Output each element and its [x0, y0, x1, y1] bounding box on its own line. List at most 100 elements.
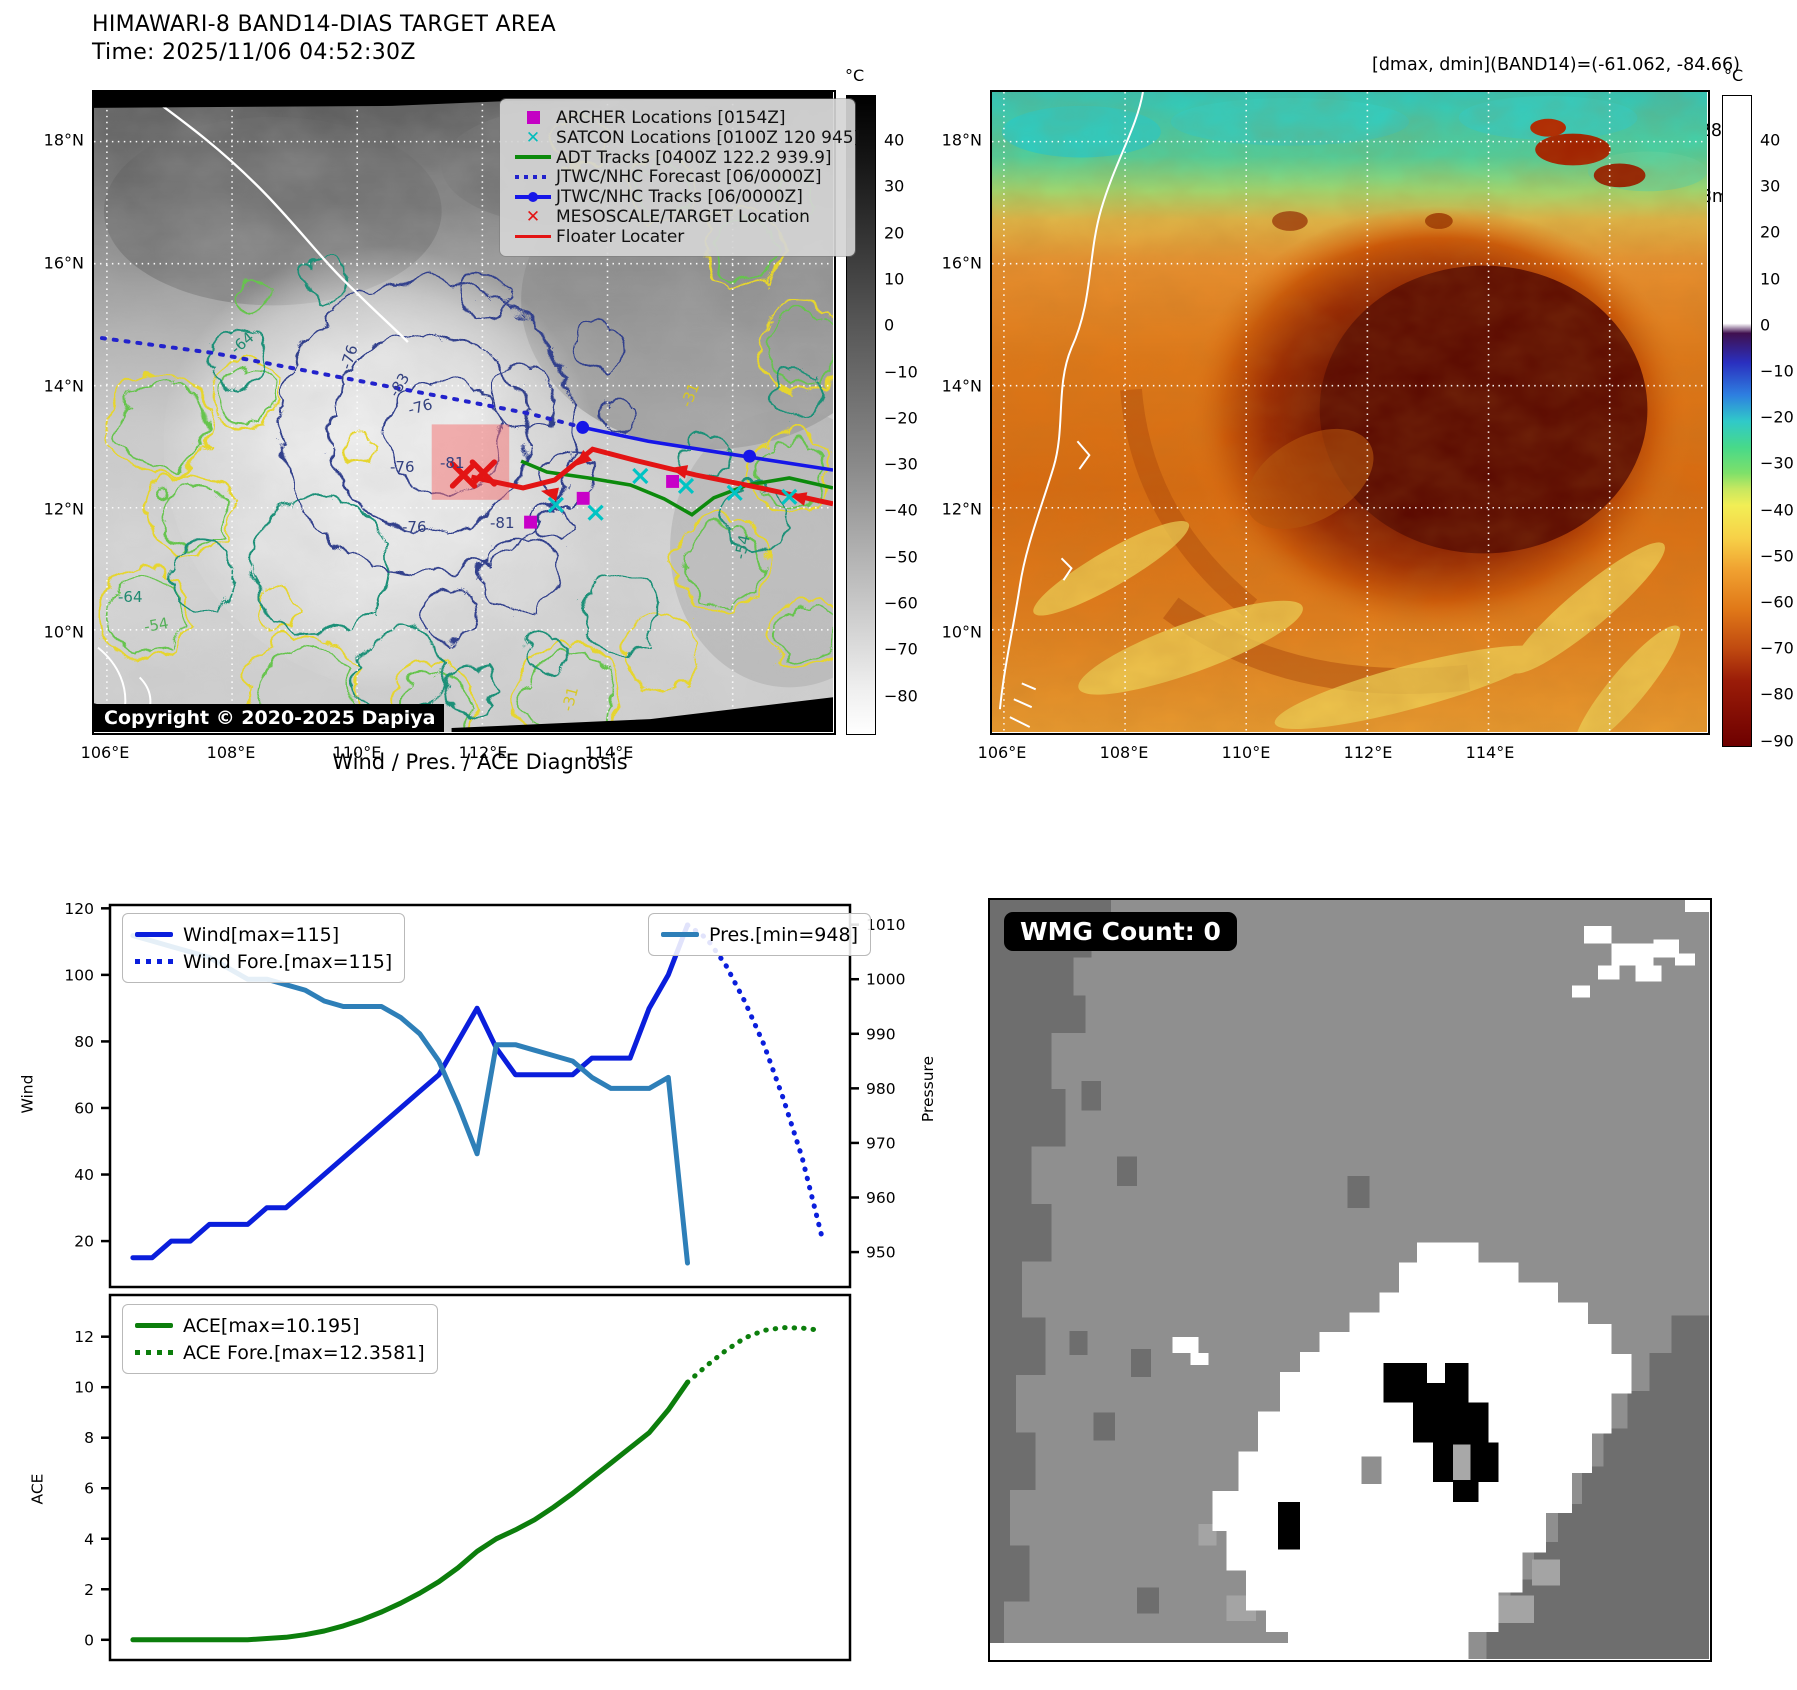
axis-tick-label: 10°N	[941, 622, 982, 642]
contours-navy	[273, 267, 630, 639]
svg-text:60: 60	[74, 1099, 94, 1117]
pressure-axis-title: Pressure	[919, 1055, 938, 1123]
svg-text:10: 10	[74, 1379, 94, 1397]
wind-line-icon	[135, 932, 183, 937]
wmg-white-regions	[990, 900, 1709, 1659]
awv-coastline	[998, 92, 1144, 728]
ace-forecast-line-icon	[135, 1350, 183, 1355]
ace-line-icon	[135, 1323, 183, 1328]
legend-item: ADT Tracks [0400Z 122.2 939.9]	[510, 148, 843, 168]
wind-forecast-line-icon	[135, 959, 183, 964]
svg-text:1000: 1000	[866, 971, 905, 989]
contours-teal	[162, 247, 815, 715]
axis-tick-label: −80	[1760, 684, 1794, 704]
wind-legend: Wind[max=115] Wind Fore.[max=115]	[122, 913, 406, 983]
svg-text:2: 2	[84, 1581, 94, 1599]
svg-text:6: 6	[84, 1480, 94, 1498]
wmg-gray-hole	[1452, 1444, 1471, 1481]
legend-item: Pres.[min=948]	[661, 921, 858, 948]
pressure-line-icon	[661, 932, 709, 937]
axis-tick-label: 10	[1760, 269, 1781, 289]
axis-tick-label: 0	[1760, 315, 1771, 335]
legend-marker-icon	[510, 169, 556, 185]
legend-item: JTWC/NHC Tracks [06/0000Z]	[510, 187, 843, 207]
svg-text:960: 960	[866, 1189, 896, 1207]
legend-item: SATCON Locations [0100Z 120 945]	[510, 128, 860, 148]
svg-text:950: 950	[866, 1244, 896, 1262]
axis-tick-label: 106°E	[80, 743, 130, 762]
wind-series-label: Wind[max=115]	[183, 923, 340, 946]
legend-item: ACE[max=10.195]	[135, 1312, 425, 1339]
gridlines	[94, 92, 833, 732]
wmg-grid-image	[990, 900, 1709, 1659]
svg-text:0: 0	[84, 1631, 94, 1649]
legend-item: Wind[max=115]	[135, 921, 392, 948]
legend-marker-icon	[510, 130, 556, 146]
wmg-panel	[988, 898, 1712, 1662]
svg-text:100: 100	[64, 966, 94, 984]
svg-text:1010: 1010	[866, 916, 905, 934]
axis-tick-label: −60	[1760, 592, 1794, 612]
jtwc-forecast-track	[99, 336, 585, 430]
legend-item: ARCHER Locations [0154Z]	[510, 108, 843, 128]
svg-text:80: 80	[74, 1033, 94, 1051]
legend-item-label: ADT Tracks [0400Z 122.2 939.9]	[556, 147, 832, 168]
svg-text:4: 4	[84, 1530, 94, 1548]
axis-tick-label: 110°E	[1221, 743, 1271, 762]
axis-tick-label: 20	[1760, 222, 1781, 242]
legend-marker-icon	[510, 189, 556, 205]
axis-tick-label: 108°E	[1099, 743, 1149, 762]
svg-text:20: 20	[74, 1233, 94, 1251]
axis-tick-label: −70	[884, 639, 918, 659]
satcon-markers	[547, 467, 798, 521]
wmg-light-gray-blocks	[1198, 1523, 1561, 1624]
legend-item-label: SATCON Locations [0100Z 120 945]	[556, 127, 861, 148]
axis-tick-label: −70	[1760, 638, 1794, 658]
awv-satellite-image	[992, 92, 1707, 732]
adt-track	[520, 459, 833, 517]
legend-marker-icon	[510, 110, 556, 126]
svg-text:990: 990	[866, 1025, 896, 1043]
jtwc-track	[576, 420, 833, 472]
axis-tick-label: 30	[884, 176, 905, 196]
legend-item-label: MESOSCALE/TARGET Location	[556, 206, 810, 227]
legend-item: JTWC/NHC Forecast [06/0000Z]	[510, 167, 843, 187]
wind-forecast-label: Wind Fore.[max=115]	[183, 950, 393, 973]
ace-forecast-label: ACE Fore.[max=12.3581]	[183, 1341, 425, 1364]
ace-legend: ACE[max=10.195] ACE Fore.[max=12.3581]	[122, 1304, 438, 1374]
pressure-legend: Pres.[min=948]	[648, 913, 871, 956]
svg-text:8: 8	[84, 1429, 94, 1447]
pressure-series-label: Pres.[min=948]	[709, 923, 858, 946]
mesoscale-target-marker	[449, 459, 498, 489]
axis-tick-label: −40	[1760, 500, 1794, 520]
axis-tick-label: −50	[1760, 546, 1794, 566]
legend-item-label: JTWC/NHC Tracks [06/0000Z]	[556, 187, 803, 208]
axis-tick-label: 14°N	[941, 376, 982, 396]
axis-tick-label: 40	[1760, 130, 1781, 150]
wind-axis-title: Wind	[18, 1074, 37, 1114]
axis-tick-label: 114°E	[584, 743, 634, 762]
ace-series-label: ACE[max=10.195]	[183, 1314, 360, 1337]
diagnosis-title: Wind / Pres. / ACE Diagnosis	[332, 750, 628, 774]
axis-tick-label: −30	[1760, 453, 1794, 473]
axis-tick-label: 106°E	[977, 743, 1027, 762]
dmax-dmin-band14: [dmax, dmin](BAND14)=(-61.062, -84.66)	[1372, 55, 1740, 75]
axis-tick-label: −20	[1760, 407, 1794, 427]
axis-tick-label: −40	[884, 500, 918, 520]
legend-marker-icon	[510, 149, 556, 165]
axis-tick-label: 0	[884, 315, 895, 335]
band14-colorbar-unit: °C	[845, 66, 865, 85]
axis-tick-label: 112°E	[1343, 743, 1393, 762]
legend-item: ACE Fore.[max=12.3581]	[135, 1339, 425, 1366]
legend-item-label: ARCHER Locations [0154Z]	[556, 107, 786, 128]
axis-tick-label: 114°E	[1465, 743, 1515, 762]
axis-tick-label: 14°N	[43, 376, 84, 396]
axis-tick-label: 112°E	[458, 743, 508, 762]
awv-colorbar	[1722, 95, 1752, 747]
floater-track	[470, 446, 833, 507]
legend-marker-icon	[510, 209, 556, 225]
axis-tick-label: −20	[884, 408, 918, 428]
wmg-gray-pixel	[1361, 1456, 1382, 1485]
band14-title: HIMAWARI-8 BAND14-DIAS TARGET AREA	[92, 12, 557, 37]
